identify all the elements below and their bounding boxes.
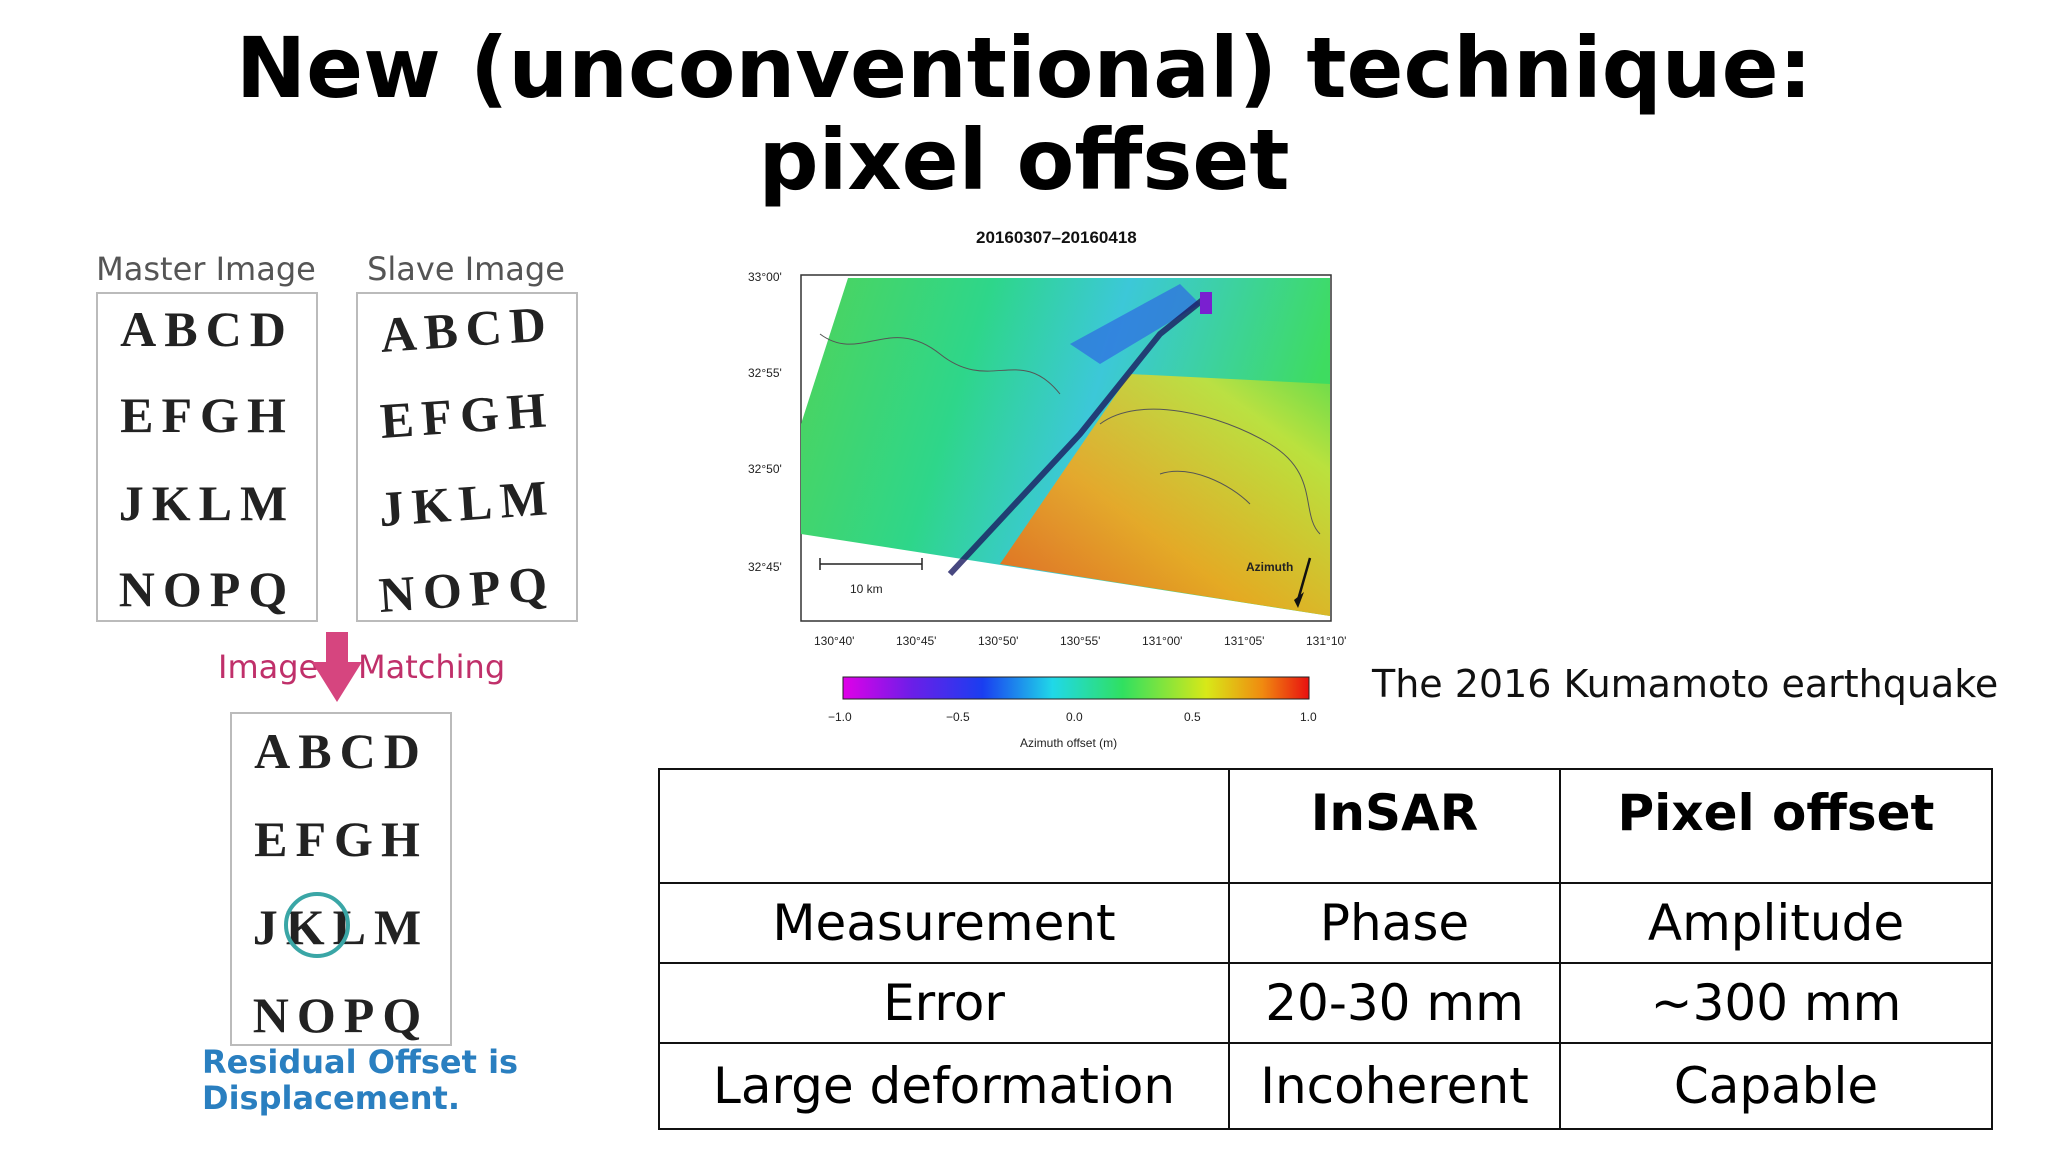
scale-bar-label: 10 km xyxy=(850,582,883,596)
pixel-offset-value: ~300 mm xyxy=(1559,962,1993,1044)
lon-tick-6: 131°05' xyxy=(1224,634,1265,648)
result-row-1: ABCD xyxy=(254,723,428,779)
result-row-2: EFGH xyxy=(254,811,428,867)
insar-value: Phase xyxy=(1228,882,1561,964)
colorbar-tick-4: 0.5 xyxy=(1184,710,1201,724)
residual-line-2: Displacement. xyxy=(202,1079,460,1117)
lat-tick-2: 32°55' xyxy=(748,366,782,380)
master-image-label: Master Image xyxy=(96,250,316,288)
slave-row-2: EFGH xyxy=(378,381,556,449)
master-image-box: ABCD EFGH JKLM NOPQ xyxy=(96,292,318,622)
pixel-offset-value: Capable xyxy=(1559,1042,1993,1130)
slave-image-label: Slave Image xyxy=(367,250,565,288)
lon-tick-2: 130°45' xyxy=(896,634,937,648)
table-header-row: InSAR Pixel offset xyxy=(658,768,1993,884)
displacement-circle-icon xyxy=(284,892,350,958)
table-row: Large deformation Incoherent Capable xyxy=(658,1042,1993,1130)
header-pixel-offset: Pixel offset xyxy=(1559,768,1993,884)
lon-tick-7: 131°10' xyxy=(1306,634,1347,648)
row-label: Large deformation xyxy=(658,1042,1230,1130)
master-row-3: JKLM xyxy=(118,475,296,531)
colorbar-tick-1: −1.0 xyxy=(828,710,852,724)
map-title: 20160307–20160418 xyxy=(976,228,1137,247)
insar-value: 20-30 mm xyxy=(1228,962,1561,1044)
colorbar xyxy=(842,676,1310,700)
map-caption: The 2016 Kumamoto earthquake xyxy=(1372,662,1999,706)
lon-tick-1: 130°40' xyxy=(814,634,855,648)
lat-tick-3: 32°50' xyxy=(748,462,782,476)
lon-tick-3: 130°50' xyxy=(978,634,1019,648)
slave-row-1: ABCD xyxy=(378,295,556,363)
pixel-offset-value: Amplitude xyxy=(1559,882,1993,964)
azimuth-offset-map xyxy=(800,274,1332,622)
master-row-1: ABCD xyxy=(120,301,294,357)
colorbar-tick-5: 1.0 xyxy=(1300,710,1317,724)
image-matching-left-label: Image xyxy=(218,648,319,686)
slide-title: New (unconventional) technique: pixel of… xyxy=(0,22,2048,206)
master-row-2: EFGH xyxy=(120,387,294,443)
colorbar-tick-2: −0.5 xyxy=(946,710,970,724)
master-row-4: NOPQ xyxy=(118,561,296,617)
header-empty xyxy=(658,768,1230,884)
row-label: Error xyxy=(658,962,1230,1044)
residual-offset-text: Residual Offset is Displacement. xyxy=(202,1044,518,1116)
residual-line-1: Residual Offset is xyxy=(202,1043,519,1081)
lat-tick-1: 33°00' xyxy=(748,270,782,284)
result-row-4: NOPQ xyxy=(252,987,430,1043)
colorbar-tick-3: 0.0 xyxy=(1066,710,1083,724)
lon-tick-5: 131°00' xyxy=(1142,634,1183,648)
table-row: Measurement Phase Amplitude xyxy=(658,882,1993,964)
azimuth-label: Azimuth xyxy=(1246,560,1294,574)
result-image-box: ABCD EFGH JKLM NOPQ xyxy=(230,712,452,1046)
lat-tick-4: 32°45' xyxy=(748,560,782,574)
slave-image-box: ABCD EFGH JKLM NOPQ xyxy=(356,292,578,624)
down-arrow-icon xyxy=(312,632,362,702)
lon-tick-4: 130°55' xyxy=(1060,634,1101,648)
colorbar-label: Azimuth offset (m) xyxy=(1020,736,1118,750)
row-label: Measurement xyxy=(658,882,1230,964)
comparison-table: InSAR Pixel offset Measurement Phase Amp… xyxy=(658,768,1993,1130)
header-insar: InSAR xyxy=(1228,768,1561,884)
slave-row-3: JKLM xyxy=(377,468,557,538)
insar-value: Incoherent xyxy=(1228,1042,1561,1130)
title-line-1: New (unconventional) technique: xyxy=(235,19,1813,117)
image-matching-right-label: Matching xyxy=(358,648,506,686)
slave-row-4: NOPQ xyxy=(377,554,557,624)
table-row: Error 20-30 mm ~300 mm xyxy=(658,962,1993,1044)
title-line-2: pixel offset xyxy=(758,111,1290,209)
